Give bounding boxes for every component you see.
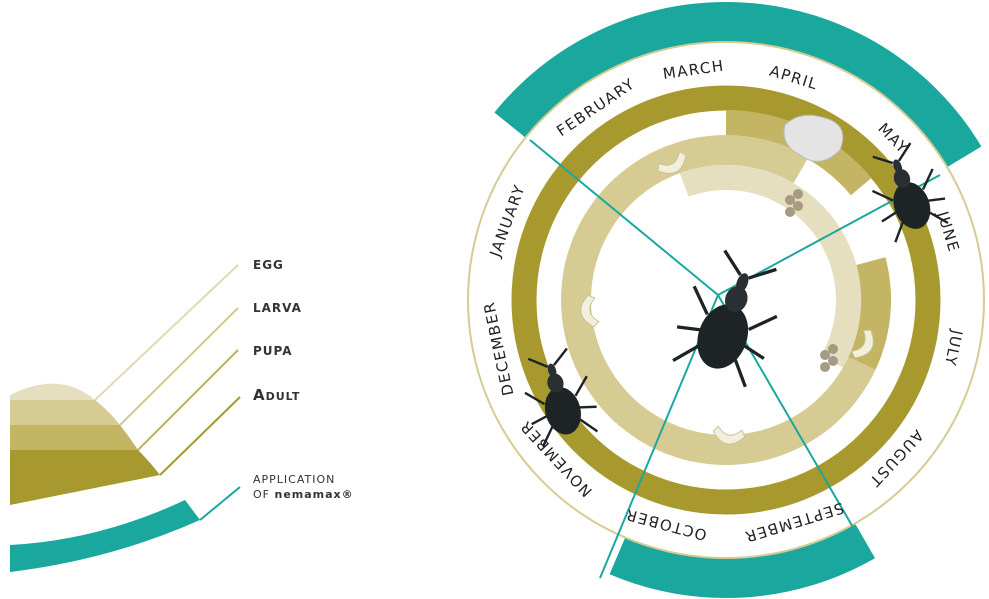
adult-leader	[160, 397, 240, 475]
egg-label: EGG	[253, 258, 284, 272]
egg	[793, 189, 803, 199]
month-label: MARCH	[662, 57, 726, 83]
beetle-leg	[551, 348, 571, 365]
egg	[820, 362, 830, 372]
month-label: JULY	[941, 327, 966, 368]
beetle-leg	[579, 403, 597, 411]
egg	[793, 201, 803, 211]
life-cycle-diagram: EGG LARVA PUPA Adult APPLICATION OF nema…	[0, 0, 989, 599]
month-label: DECEMBER	[480, 299, 518, 397]
brand: nemamax®	[275, 488, 354, 501]
month-label: APRIL	[767, 62, 820, 94]
application-of: OF	[253, 488, 270, 501]
beetle-part	[689, 297, 757, 376]
beetle-leg	[749, 309, 777, 337]
application-leader	[200, 487, 240, 520]
beetle-leg	[881, 212, 899, 222]
adult-label: Adult	[253, 386, 300, 404]
egg	[820, 350, 830, 360]
beetle-leg	[677, 322, 702, 335]
application-label: APPLICATION	[253, 473, 335, 486]
legend: EGG LARVA PUPA Adult APPLICATION OF nema…	[10, 258, 354, 572]
application-label-2: OF nemamax®	[253, 488, 354, 501]
beetle	[666, 244, 794, 389]
egg-swatch	[10, 384, 95, 400]
beetle-leg	[531, 416, 549, 424]
beetle-leg	[719, 251, 747, 275]
application-swatch	[10, 500, 200, 572]
pupa-label: PUPA	[253, 344, 293, 358]
beetle-leg	[728, 360, 753, 387]
beetle-leg	[927, 195, 945, 205]
egg	[828, 356, 838, 366]
larva-label: LARVA	[253, 301, 302, 315]
month-label: JUNE	[933, 208, 963, 254]
pupa-swatch	[10, 425, 138, 450]
egg	[785, 195, 795, 205]
egg	[828, 344, 838, 354]
larva-swatch	[10, 400, 120, 425]
adult-swatch	[10, 450, 160, 505]
pupa-leader	[138, 350, 238, 450]
egg	[785, 207, 795, 217]
